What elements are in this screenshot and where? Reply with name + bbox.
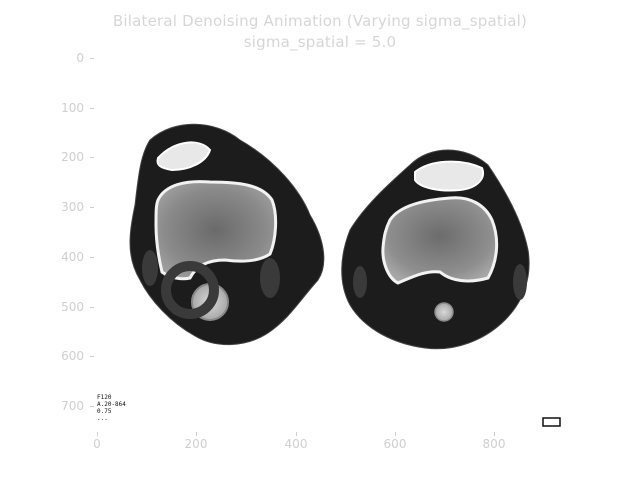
y-tick-label: 200 bbox=[61, 150, 84, 164]
y-tick-mark bbox=[90, 157, 94, 158]
y-tick-label: 700 bbox=[61, 399, 84, 413]
y-tick-mark bbox=[90, 307, 94, 308]
x-tick-mark bbox=[494, 432, 495, 436]
y-tick-mark bbox=[90, 108, 94, 109]
x-tick-label: 0 bbox=[93, 437, 101, 451]
y-tick-mark bbox=[90, 406, 94, 407]
x-tick-label: 600 bbox=[383, 437, 407, 451]
plot-subtitle: sigma_spatial = 5.0 bbox=[243, 33, 397, 51]
x-tick-label: 200 bbox=[184, 437, 208, 451]
scan-info-line-2: A.20-864 bbox=[97, 401, 126, 408]
scan-info-line-1: F120 bbox=[97, 394, 112, 401]
x-tick-mark bbox=[395, 432, 396, 436]
corner-marker bbox=[542, 417, 561, 427]
right-knee-cross-section bbox=[341, 149, 530, 350]
x-tick-label: 800 bbox=[482, 437, 506, 451]
x-tick-mark bbox=[196, 432, 197, 436]
y-tick-mark bbox=[90, 207, 94, 208]
y-tick-mark bbox=[90, 58, 94, 59]
y-tick-mark bbox=[90, 356, 94, 357]
y-tick-label: 400 bbox=[61, 250, 84, 264]
y-tick-label: 500 bbox=[61, 300, 84, 314]
left-knee-cross-section bbox=[129, 123, 325, 346]
scan-info-line-4: ... bbox=[97, 415, 108, 422]
y-tick-label: 0 bbox=[76, 51, 84, 65]
scan-info-line-3: 0.75 bbox=[97, 408, 112, 415]
x-tick-mark bbox=[97, 432, 98, 436]
y-tick-label: 600 bbox=[61, 349, 84, 363]
plot-title: Bilateral Denoising Animation (Varying s… bbox=[112, 12, 528, 30]
x-tick-mark bbox=[296, 432, 297, 436]
y-tick-label: 100 bbox=[61, 101, 84, 115]
y-tick-mark bbox=[90, 257, 94, 258]
y-tick-label: 300 bbox=[61, 200, 84, 214]
x-tick-label: 400 bbox=[284, 437, 308, 451]
